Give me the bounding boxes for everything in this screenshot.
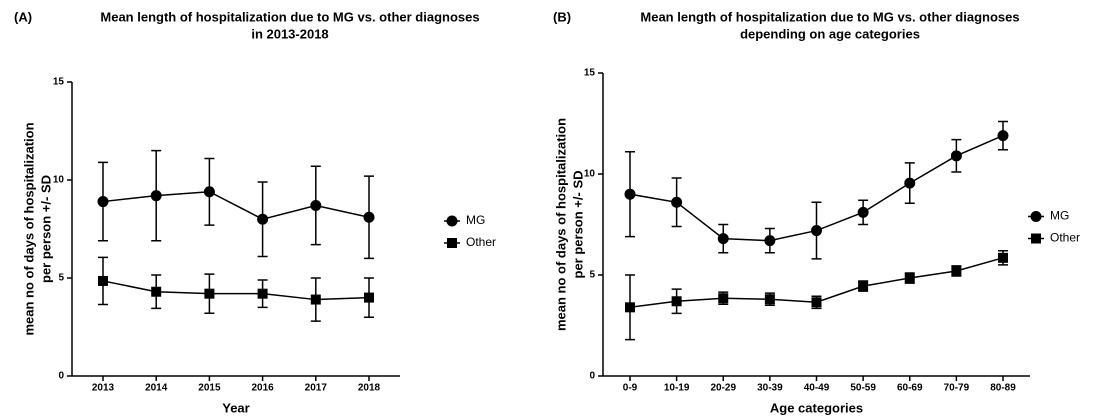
legend-label: Other	[466, 235, 496, 249]
y-tick-label: 10	[584, 169, 596, 180]
panel-label: (A)	[14, 9, 32, 24]
y-tick-label: 0	[589, 371, 595, 382]
data-point	[904, 177, 916, 189]
data-point	[950, 150, 962, 162]
data-point	[310, 199, 322, 211]
data-point	[764, 235, 776, 247]
x-tick-label: 10-19	[664, 383, 690, 394]
x-tick-label: 70-79	[944, 383, 970, 394]
x-tick-label: 2016	[251, 383, 274, 394]
y-tick-label: 0	[58, 371, 64, 382]
data-point	[151, 286, 162, 297]
data-point	[718, 293, 729, 304]
x-tick-label: 20-29	[710, 383, 736, 394]
x-tick-label: 2013	[92, 383, 115, 394]
data-point	[998, 252, 1008, 263]
data-point	[764, 294, 775, 305]
data-point	[364, 292, 374, 303]
x-tick-label: 30-39	[757, 383, 783, 394]
y-axis-label: mean no of days of hospitalization	[553, 118, 568, 331]
y-axis-label: mean no of days of hospitalization	[21, 122, 36, 335]
data-point	[951, 265, 962, 276]
series-line	[102, 190, 370, 220]
data-point	[717, 233, 729, 245]
data-point	[203, 186, 215, 198]
data-point	[858, 281, 869, 292]
data-point	[150, 190, 162, 202]
data-point	[257, 213, 269, 225]
legend-marker	[1031, 233, 1041, 244]
data-point	[671, 296, 682, 307]
x-tick-label: 2015	[198, 383, 221, 394]
data-point	[363, 211, 375, 223]
data-point	[811, 225, 822, 237]
panel-label: (B)	[553, 9, 571, 24]
data-point	[98, 275, 108, 286]
y-tick-label: 15	[53, 77, 65, 88]
legend-label: Other	[1050, 231, 1080, 245]
y-tick-label: 10	[53, 175, 65, 186]
data-point	[624, 188, 636, 200]
legend-label: MG	[466, 213, 485, 227]
data-point	[625, 302, 635, 313]
x-tick-label: 50-59	[850, 383, 876, 394]
x-tick-label: 40-49	[804, 383, 830, 394]
data-point	[97, 196, 109, 208]
y-axis-label: per person +/- SD	[570, 171, 585, 279]
y-axis-label: per person +/- SD	[38, 175, 53, 283]
x-tick-label: 2018	[358, 383, 381, 394]
legend-marker	[446, 215, 458, 227]
data-point	[257, 288, 268, 299]
chart-title: depending on age categories	[740, 26, 920, 41]
y-tick-label: 5	[589, 270, 595, 281]
legend-marker	[1030, 211, 1042, 222]
data-point	[310, 294, 321, 305]
data-point	[997, 130, 1009, 142]
x-tick-label: 2014	[145, 383, 168, 394]
data-point	[857, 206, 869, 218]
x-axis-label: Year	[222, 400, 249, 415]
data-point	[204, 288, 215, 299]
legend-marker	[447, 238, 457, 248]
x-tick-label: 0-9	[623, 383, 638, 394]
x-axis-label: Age categories	[770, 400, 863, 415]
data-point	[671, 196, 683, 208]
x-tick-label: 2017	[305, 383, 328, 394]
series-line	[102, 280, 370, 301]
chart-title: Mean length of hospitalization due to MG…	[100, 9, 479, 24]
y-tick-label: 5	[58, 273, 64, 284]
x-tick-label: 60-69	[897, 383, 923, 394]
data-point	[811, 297, 822, 308]
chart-title: in 2013-2018	[251, 26, 328, 41]
x-tick-label: 80-89	[990, 383, 1016, 394]
data-point	[904, 273, 915, 284]
chart-title: Mean length of hospitalization due to MG…	[640, 9, 1019, 24]
y-tick-label: 15	[584, 68, 596, 79]
legend-label: MG	[1050, 209, 1069, 223]
